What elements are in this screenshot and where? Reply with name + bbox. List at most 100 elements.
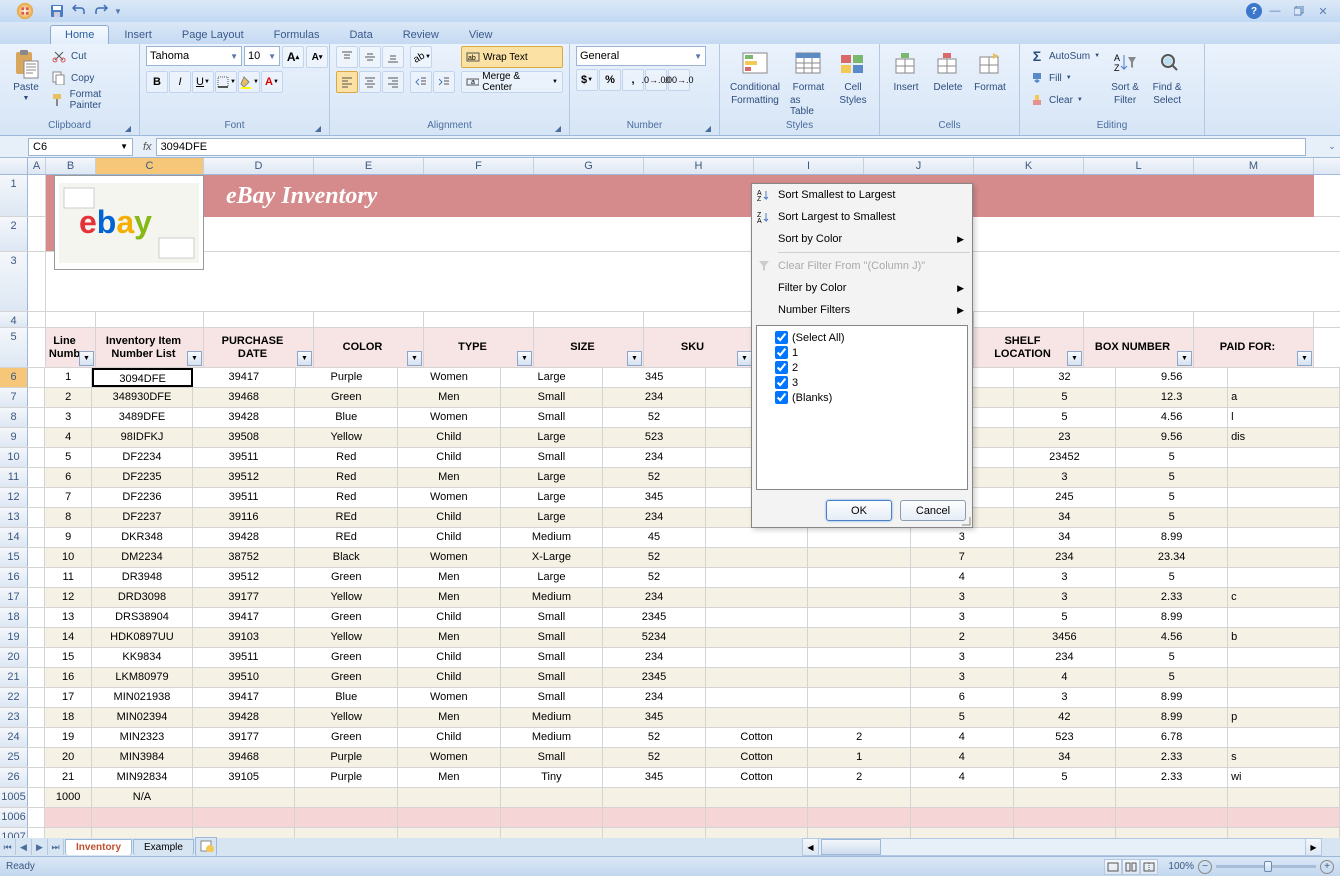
filter-button[interactable]: ▼	[187, 351, 202, 366]
row-header[interactable]: 13	[0, 508, 28, 527]
cell[interactable]: 348930DFE	[92, 388, 193, 407]
cell[interactable]: 3	[1014, 568, 1117, 587]
filter-button[interactable]: ▼	[79, 351, 94, 366]
cell[interactable]	[1228, 568, 1340, 587]
row-header[interactable]: 20	[0, 648, 28, 667]
cut-button[interactable]: Cut	[48, 46, 133, 66]
align-right-button[interactable]	[382, 71, 404, 93]
select-all-corner[interactable]	[0, 158, 28, 174]
shrink-font-button[interactable]: A▾	[306, 46, 328, 68]
horizontal-scrollbar[interactable]: ◀▶	[802, 838, 1322, 856]
cell[interactable]: 3	[911, 588, 1014, 607]
last-sheet-button[interactable]: ⏭	[48, 839, 64, 855]
cell[interactable]: 39511	[193, 488, 296, 507]
zoom-level[interactable]: 100%	[1168, 861, 1194, 872]
cell[interactable]: 20	[45, 748, 92, 767]
cell[interactable]: 21	[45, 768, 92, 787]
filter-color-item[interactable]: Filter by Color▶	[752, 277, 972, 299]
cell[interactable]: Women	[398, 408, 501, 427]
cell[interactable]: LKM80979	[92, 668, 193, 687]
restore-icon[interactable]	[1288, 4, 1310, 18]
bold-button[interactable]: B	[146, 71, 168, 93]
row-header[interactable]: 1006	[0, 808, 28, 827]
cell[interactable]: Black	[295, 548, 398, 567]
cell[interactable]: 39417	[193, 608, 296, 627]
wrap-text-button[interactable]: abWrap Text	[461, 46, 563, 68]
filter-check-item[interactable]: (Blanks)	[759, 390, 965, 405]
column-header-K[interactable]: K	[974, 158, 1084, 174]
cell[interactable]: l	[1228, 408, 1340, 427]
cell[interactable]: 234	[1014, 548, 1117, 567]
cell[interactable]: 52	[603, 548, 706, 567]
cell[interactable]: Green	[295, 668, 398, 687]
cell[interactable]: 5	[1116, 648, 1228, 667]
cell-styles-button[interactable]: CellStyles	[833, 46, 873, 108]
column-header-M[interactable]: M	[1194, 158, 1314, 174]
cell[interactable]	[501, 808, 604, 827]
cell[interactable]: Green	[295, 728, 398, 747]
cell[interactable]	[911, 808, 1014, 827]
sort-asc-item[interactable]: AZSort Smallest to Largest	[752, 184, 972, 206]
cell[interactable]: 3094DFE	[92, 368, 193, 387]
cell[interactable]: 52	[603, 408, 706, 427]
cell[interactable]: Green	[295, 648, 398, 667]
cell[interactable]	[1116, 808, 1228, 827]
cell[interactable]: X-Large	[501, 548, 604, 567]
row-header[interactable]: 21	[0, 668, 28, 687]
cell[interactable]: Large	[501, 508, 604, 527]
cell[interactable]	[1228, 528, 1340, 547]
filter-check-item[interactable]: 2	[759, 360, 965, 375]
cell[interactable]: 3	[1014, 468, 1117, 487]
cell[interactable]: 39511	[193, 448, 296, 467]
cell[interactable]: 3	[911, 648, 1014, 667]
autosum-button[interactable]: ΣAutoSum▼	[1026, 46, 1103, 66]
cell[interactable]: 32	[1014, 368, 1117, 387]
formula-input[interactable]: 3094DFE	[156, 138, 1306, 156]
cell[interactable]	[706, 668, 809, 687]
cell[interactable]: MIN92834	[92, 768, 193, 787]
cell[interactable]: 523	[1014, 728, 1117, 747]
cell[interactable]: 7	[45, 488, 92, 507]
cell[interactable]: 39428	[193, 528, 296, 547]
sheet-tab-inventory[interactable]: Inventory	[65, 839, 132, 855]
cell[interactable]: 1	[808, 748, 911, 767]
cell[interactable]: 9	[45, 528, 92, 547]
cell[interactable]	[808, 568, 911, 587]
cell[interactable]: Small	[501, 388, 604, 407]
paste-button[interactable]: Paste▼	[6, 46, 46, 104]
cell[interactable]	[706, 708, 809, 727]
tab-review[interactable]: Review	[388, 25, 454, 44]
cell[interactable]: c	[1228, 588, 1340, 607]
filter-button[interactable]: ▼	[627, 351, 642, 366]
cell[interactable]: Women	[398, 548, 501, 567]
cell[interactable]: Child	[398, 528, 501, 547]
cell[interactable]: 39116	[193, 508, 296, 527]
cell[interactable]: Large	[501, 368, 604, 387]
page-layout-view-button[interactable]	[1122, 859, 1140, 875]
cell[interactable]: 4	[911, 568, 1014, 587]
filter-checklist[interactable]: (Select All)123(Blanks)	[756, 325, 968, 490]
cell[interactable]: wi	[1228, 768, 1340, 787]
column-header-A[interactable]: A	[28, 158, 46, 174]
cell[interactable]	[603, 828, 706, 838]
cell[interactable]: Large	[501, 488, 604, 507]
cell[interactable]: 3	[45, 408, 92, 427]
cell[interactable]: 345	[603, 708, 706, 727]
cell[interactable]	[1228, 688, 1340, 707]
cell[interactable]: Red	[295, 468, 398, 487]
cell[interactable]: 39417	[193, 368, 296, 387]
cell[interactable]: DF2235	[92, 468, 193, 487]
cell[interactable]: Yellow	[295, 428, 398, 447]
cell[interactable]: Yellow	[295, 708, 398, 727]
cell[interactable]: 5	[1014, 388, 1117, 407]
sort-color-item[interactable]: Sort by Color▶	[752, 228, 972, 250]
cell[interactable]	[1228, 508, 1340, 527]
row-header[interactable]: 10	[0, 448, 28, 467]
column-header-H[interactable]: H	[644, 158, 754, 174]
cell[interactable]: 39428	[193, 708, 296, 727]
cell[interactable]	[1228, 608, 1340, 627]
cell[interactable]: 2	[911, 628, 1014, 647]
cell[interactable]	[808, 548, 911, 567]
cell[interactable]: dis	[1228, 428, 1340, 447]
cell[interactable]	[603, 788, 706, 807]
